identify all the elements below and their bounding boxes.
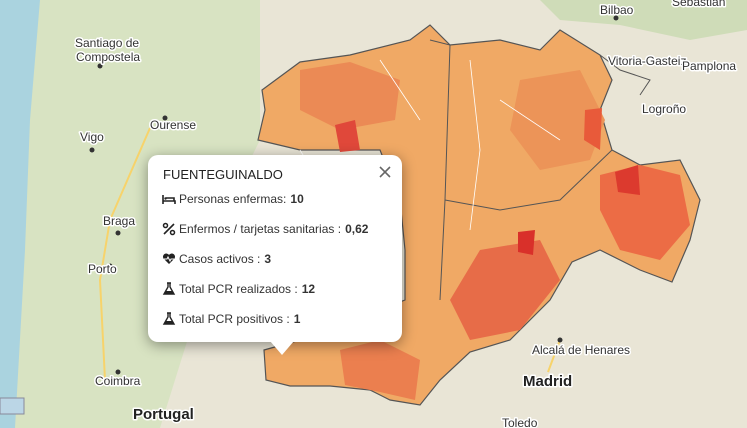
row-label: Enfermos / tarjetas sanitarias : — [179, 222, 342, 236]
row-icon — [162, 195, 176, 204]
row-label: Personas enfermas: — [179, 192, 287, 206]
popup-tip — [270, 341, 294, 355]
region-zone — [584, 108, 602, 150]
popup-row: Total PCR positivos :1 — [162, 311, 300, 327]
capital-label: Madrid — [523, 373, 572, 390]
place-label: Ourense — [150, 118, 196, 132]
city-dot — [115, 369, 121, 375]
close-button[interactable] — [378, 165, 392, 179]
place-label: Compostela — [76, 50, 140, 64]
place-label: Vitoria-Gasteiz — [608, 54, 686, 68]
row-label: Casos activos : — [179, 252, 261, 266]
green-area — [0, 0, 260, 428]
country-label: Portugal — [133, 406, 194, 423]
place-label: Alcalá de Henares — [532, 343, 630, 357]
city-dot — [107, 263, 113, 269]
row-label: Total PCR positivos : — [179, 312, 290, 326]
place-label: Sebastián — [672, 0, 725, 9]
province-border — [444, 149, 613, 211]
province-border — [429, 39, 451, 301]
place-label: Porto — [88, 262, 117, 276]
row-value: 3 — [264, 252, 272, 266]
region-zone — [510, 70, 605, 170]
place-label: Toledo — [502, 416, 538, 428]
popup-row: Enfermos / tarjetas sanitarias :0,62 — [162, 221, 368, 237]
place-label: Bilbao — [600, 3, 634, 17]
region-zone — [300, 62, 400, 130]
place-label: Braga — [103, 214, 135, 228]
city-dot — [162, 115, 168, 121]
region-zone — [335, 120, 360, 152]
region-zone — [518, 230, 535, 255]
region-zone — [340, 340, 420, 400]
city-dot — [557, 337, 563, 343]
row-label: Total PCR realizados : — [179, 282, 298, 296]
row-value: 1 — [293, 312, 301, 326]
city-dot — [97, 63, 103, 69]
place-label: Pamplona — [682, 59, 736, 73]
row-value: 0,62 — [345, 222, 369, 236]
region-zone — [450, 240, 560, 340]
popup-row: Casos activos :3 — [162, 251, 271, 267]
city-dot — [613, 15, 619, 21]
row-icon — [162, 282, 176, 295]
region-zone — [615, 165, 640, 195]
road — [98, 127, 561, 381]
popup-title: FUENTEGUINALDO — [163, 167, 283, 182]
map-control — [0, 397, 25, 415]
province-border — [599, 54, 651, 96]
place-label: Coimbra — [95, 374, 141, 388]
popup: FUENTEGUINALDO Personas enfermas: 10 Enfer… — [148, 155, 402, 355]
city-dot — [89, 147, 95, 153]
place-label: Logroño — [642, 102, 686, 116]
popup-row: Personas enfermas: 10 — [162, 191, 304, 207]
row-icon — [162, 222, 176, 236]
city-dot — [115, 230, 121, 236]
place-label: Santiago de — [75, 36, 139, 50]
sea — [0, 0, 40, 428]
row-icon — [162, 312, 176, 325]
place-label: Vigo — [80, 130, 104, 144]
green-area — [540, 0, 747, 40]
popup-row: Total PCR realizados :12 — [162, 281, 315, 297]
row-icon — [162, 253, 176, 264]
row-value: 12 — [301, 282, 316, 296]
row-value: 10 — [290, 192, 304, 206]
municipal-border — [379, 59, 561, 231]
